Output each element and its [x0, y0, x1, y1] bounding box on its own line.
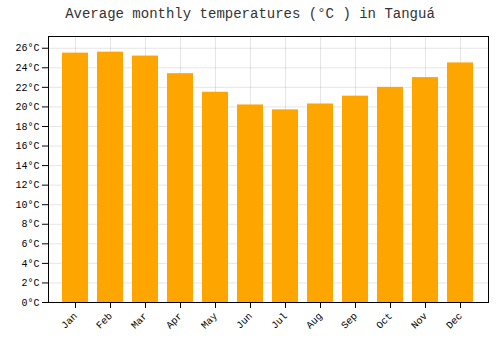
svg-text:24°C: 24°C — [15, 63, 39, 74]
svg-text:22°C: 22°C — [15, 83, 39, 94]
svg-text:14°C: 14°C — [15, 161, 39, 172]
svg-text:Sep: Sep — [339, 311, 360, 332]
svg-text:Nov: Nov — [409, 311, 430, 332]
svg-text:2°C: 2°C — [21, 278, 39, 289]
svg-text:0°C: 0°C — [21, 298, 39, 309]
svg-text:May: May — [199, 311, 220, 332]
svg-text:Aug: Aug — [304, 311, 325, 332]
svg-text:26°C: 26°C — [15, 43, 39, 54]
svg-text:Jul: Jul — [269, 311, 290, 332]
svg-text:Jan: Jan — [59, 311, 80, 332]
svg-text:8°C: 8°C — [21, 219, 39, 230]
svg-text:12°C: 12°C — [15, 180, 39, 191]
svg-text:Mar: Mar — [129, 311, 150, 332]
svg-text:Feb: Feb — [94, 311, 115, 332]
svg-text:Jun: Jun — [234, 311, 255, 332]
svg-text:Oct: Oct — [374, 311, 395, 332]
svg-text:Dec: Dec — [444, 311, 465, 332]
svg-text:Apr: Apr — [164, 311, 185, 332]
svg-text:4°C: 4°C — [21, 259, 39, 270]
svg-text:20°C: 20°C — [15, 102, 39, 113]
html-text:Average monthly temperatures (: Average monthly temperatures (°C ) in Ta… — [65, 6, 435, 22]
svg-text:6°C: 6°C — [21, 239, 39, 250]
svg-text:18°C: 18°C — [15, 122, 39, 133]
svg-text:16°C: 16°C — [15, 141, 39, 152]
svg-text:10°C: 10°C — [15, 200, 39, 211]
